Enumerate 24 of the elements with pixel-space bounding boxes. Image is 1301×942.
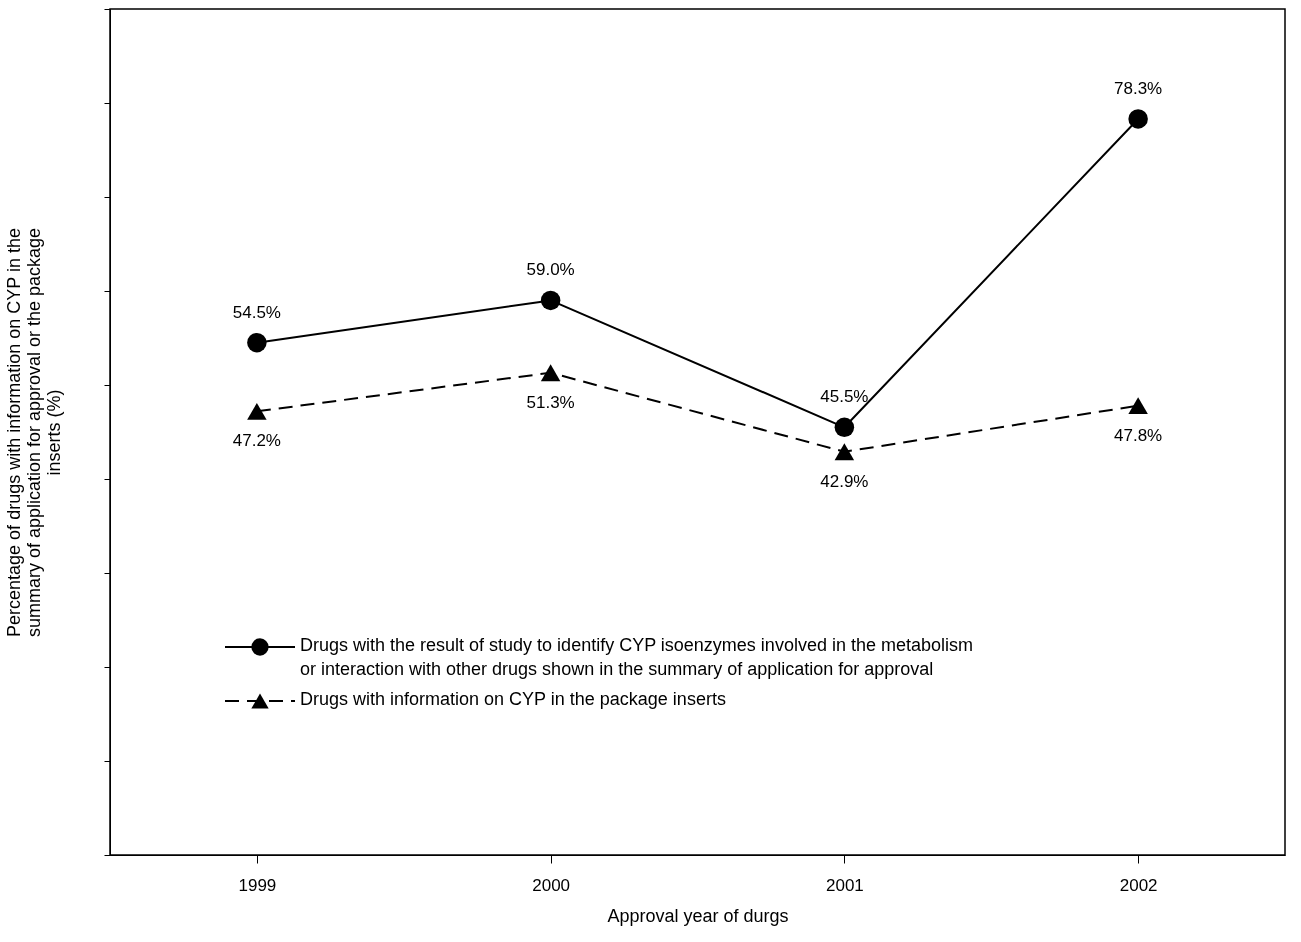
point (540, 290, 561, 311)
legend-label: Drugs with the result of study to identify CYP isoenzymes involved in the metabolism or interaction with other drugs shown in the summary of application for approval (300, 635, 973, 679)
point (247, 402, 267, 420)
point (1128, 109, 1148, 129)
data-label: 54.5% (232, 302, 281, 322)
data-label: 42.9% (820, 471, 869, 491)
point (247, 332, 267, 353)
x-tick-label: 2002 (1119, 875, 1158, 895)
point (540, 364, 561, 382)
x-axis-title: Approval year of durgs (607, 905, 789, 926)
x-tick-label: 1999 (238, 875, 277, 895)
data-label: 59.0% (526, 260, 575, 280)
point (834, 443, 855, 461)
point (1128, 397, 1148, 415)
data-label: 45.5% (820, 387, 869, 407)
point (834, 417, 855, 438)
data-label: 78.3% (1114, 78, 1163, 98)
x-tick-label: 2001 (825, 875, 864, 895)
x-tick-label: 2000 (532, 875, 571, 895)
data-label: 47.8% (1114, 425, 1163, 445)
data-label: 47.2% (232, 431, 281, 451)
y-axis-title: Percentage of drugs with information on CYP in the summary of application for approval or the package inserts (%) (4, 227, 64, 638)
data-label: 51.3% (526, 392, 575, 412)
legend-label: Drugs with information on CYP in the package inserts (300, 689, 726, 709)
